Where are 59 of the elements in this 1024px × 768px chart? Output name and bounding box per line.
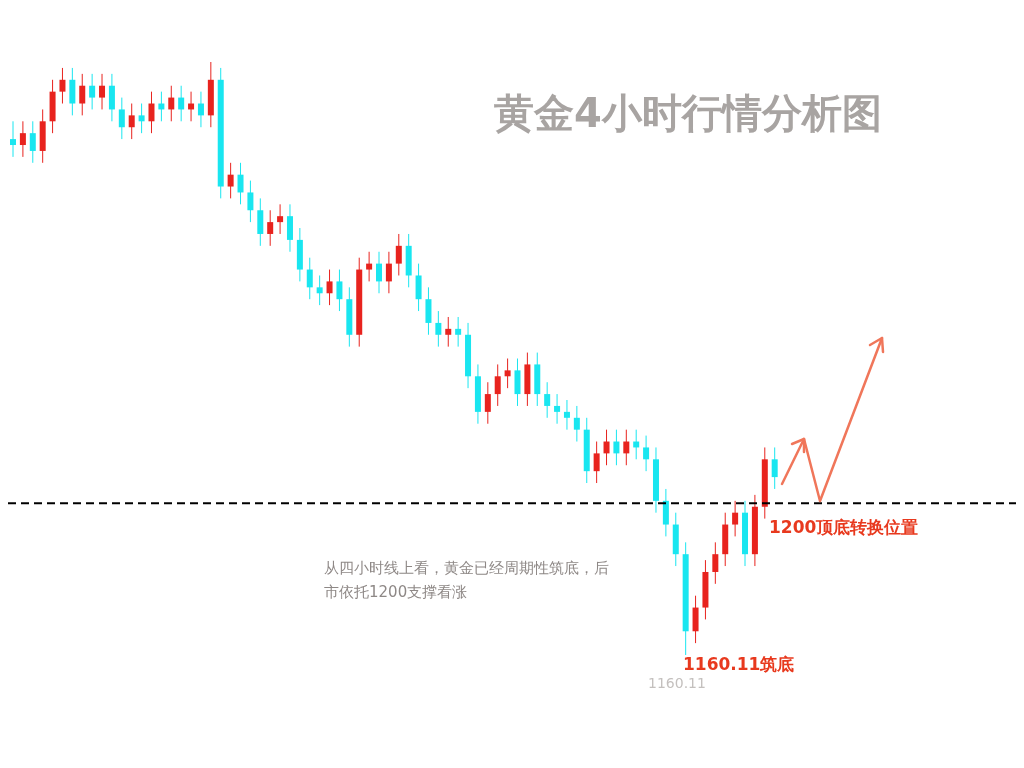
ref-line-label: 1200顶底转换位置 [769,517,919,538]
candlestick [237,162,244,205]
candlestick [662,488,669,537]
annotation: 从四小时线上看，黄金已经周期性筑底，后市依托1200支撑看涨 [324,558,610,603]
candlestick [138,103,145,134]
candlestick [366,251,373,282]
candlestick [623,429,630,466]
candlestick [108,73,115,122]
candlestick [435,310,442,348]
candlestick [128,103,135,140]
candlestick [168,85,175,122]
candlestick [257,197,264,247]
candlestick [514,358,521,407]
candlestick [563,399,570,431]
candlestick [494,363,501,407]
candlestick [732,500,739,537]
candlestick [484,381,491,425]
candlestick [69,67,76,116]
candlestick [385,251,392,294]
candlestick [29,120,36,164]
candlestick [504,358,511,389]
candlestick [613,429,620,466]
candlestick [118,97,125,140]
candlestick [643,435,650,472]
candlestick [593,441,600,484]
candlestick [316,274,323,306]
candlestick [603,429,610,466]
candlestick [89,73,96,110]
candlestick [178,85,185,122]
candlestick [286,203,293,253]
candlestick [554,393,561,425]
candlestick [267,209,274,247]
candlestick [19,120,26,158]
candlestick [79,73,86,116]
text: 1160.11 [648,675,706,691]
candlestick [573,405,580,443]
candlestick [395,233,402,276]
candlestick [544,381,551,419]
candlestick [306,257,313,300]
candlestick [771,446,778,490]
candlestick [376,251,383,294]
candlestick [712,541,719,585]
candlestick [445,316,452,348]
candlestick [415,263,422,312]
candlestick [692,595,699,644]
candlestick [247,180,254,223]
text: 黄金4小时行情分析图 [494,89,882,138]
candlestick [99,73,106,110]
annotation: 1160.11筑底 [683,653,795,676]
candlestick [277,203,284,235]
candlestick [336,269,343,312]
candlestick [148,91,155,134]
candlestick [455,316,462,348]
candlestick [197,91,204,128]
candlestick [227,162,234,199]
candlestick [326,269,333,306]
candlestick [59,67,66,105]
candlestick [10,120,16,158]
candlestick [425,286,432,336]
